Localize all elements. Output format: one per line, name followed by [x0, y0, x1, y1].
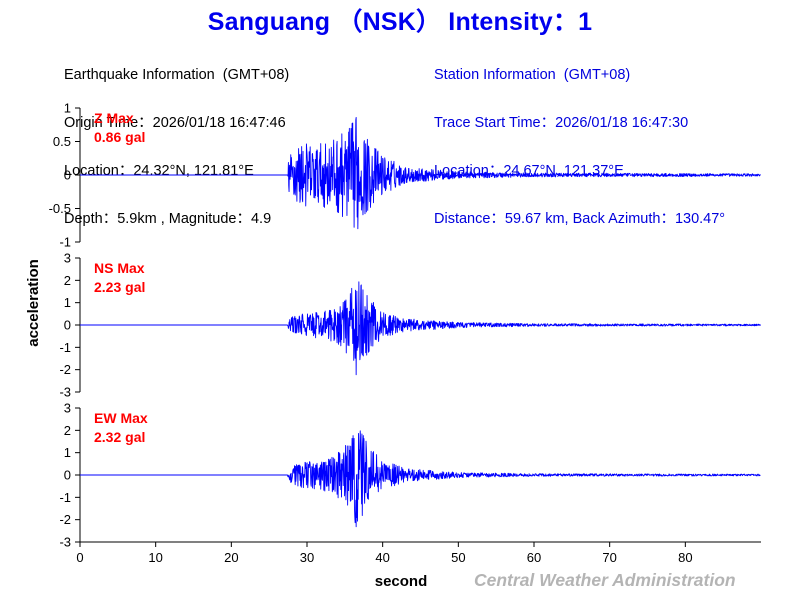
waveform-ew: [79, 430, 761, 528]
x-tick-label: 50: [451, 550, 465, 565]
y-axis-label: acceleration: [25, 259, 42, 347]
x-tick-label: 60: [527, 550, 541, 565]
station-info: Station Information (GMT+08) Trace Start…: [434, 35, 725, 243]
y-tick-label-ns: -2: [59, 362, 71, 377]
agency-credit: Central Weather Administration: [474, 570, 736, 590]
depth-magnitude: Depth：5.9km , Magnitude：4.9: [64, 211, 272, 227]
max-value-z: 0.86 gal: [94, 129, 145, 145]
max-title-ns: NS Max: [94, 260, 145, 276]
y-tick-label-ew: -2: [59, 512, 71, 527]
y-tick-label-ew: 3: [64, 401, 71, 416]
x-tick-label: 0: [76, 550, 83, 565]
chart-title: Sanguang （NSK） Intensity：1: [207, 8, 593, 36]
origin-time: Origin Time：2026/01/18 16:47:46: [64, 115, 286, 131]
earthquake-info-heading: Earthquake Information (GMT+08): [64, 67, 290, 83]
max-value-ns: 2.23 gal: [94, 279, 145, 295]
y-tick-label-ew: -1: [59, 490, 71, 505]
y-tick-label-ew: 2: [64, 423, 71, 438]
earthquake-info: Earthquake Information (GMT+08) Origin T…: [64, 35, 289, 243]
max-title-z: Z Max: [94, 110, 134, 126]
y-tick-label-ns: -3: [59, 385, 71, 400]
y-tick-label-z: -0.5: [49, 201, 71, 216]
x-tick-label: 30: [300, 550, 314, 565]
y-tick-label-z: 1: [64, 101, 71, 116]
distance-azimuth: Distance：59.67 km, Back Azimuth：130.47°: [434, 211, 726, 227]
y-tick-label-ns: 0: [64, 318, 71, 333]
y-tick-label-ns: 1: [64, 295, 71, 310]
y-tick-label-z: -1: [59, 235, 71, 250]
x-axis-label: second: [375, 573, 428, 590]
max-value-ew: 2.32 gal: [94, 429, 145, 445]
waveform-z: [79, 116, 761, 230]
y-tick-label-ns: -1: [59, 340, 71, 355]
max-title-ew: EW Max: [94, 410, 148, 426]
y-tick-label-ew: 1: [64, 445, 71, 460]
x-tick-label: 70: [602, 550, 616, 565]
trace-start-time: Trace Start Time：2026/01/18 16:47:30: [434, 115, 689, 131]
y-tick-label-ew: 0: [64, 468, 71, 483]
waveform-ns: [79, 281, 761, 376]
x-tick-label: 10: [148, 550, 162, 565]
station-info-heading: Station Information (GMT+08): [434, 67, 631, 83]
x-tick-label: 80: [678, 550, 692, 565]
y-tick-label-ns: 3: [64, 251, 71, 266]
y-tick-label-z: 0: [64, 168, 71, 183]
x-tick-label: 20: [224, 550, 238, 565]
x-tick-label: 40: [375, 550, 389, 565]
y-tick-label-ns: 2: [64, 273, 71, 288]
y-tick-label-z: 0.5: [53, 134, 71, 149]
y-tick-label-ew: -3: [59, 535, 71, 550]
